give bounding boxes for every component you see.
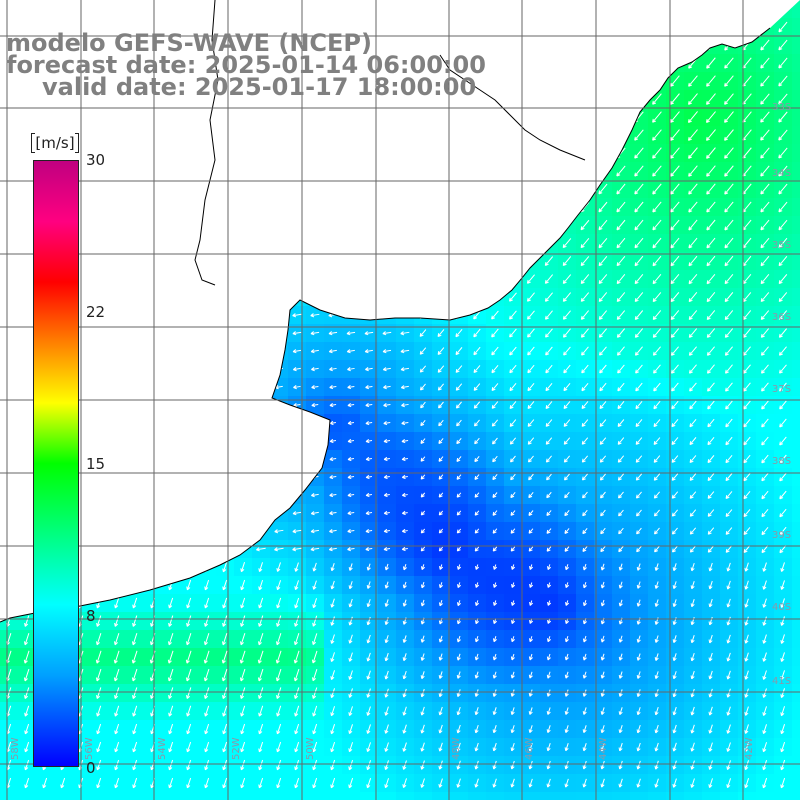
colorbar	[33, 160, 79, 767]
lat-label: 37S	[772, 384, 791, 395]
lon-label: 48W	[451, 737, 462, 760]
lon-label: 42W	[744, 737, 755, 760]
colorbar-tick-22: 22	[86, 303, 106, 321]
land-mass	[0, 0, 800, 622]
longitude-labels: 58W 56W 54W 52W 50W 48W 46W 44W 42W	[10, 737, 755, 760]
title-model: modelo GEFS-WAVE (NCEP)	[6, 29, 372, 57]
lat-label: 41S	[772, 676, 791, 687]
colorbar-tick-30: 30	[86, 151, 106, 169]
lat-label: 35S	[772, 240, 791, 251]
lon-label: 50W	[305, 737, 316, 760]
lon-label: 52W	[231, 737, 242, 760]
title-forecast-date: forecast date: 2025-01-14 06:00:00	[6, 51, 486, 79]
lat-label: 40S	[772, 602, 791, 613]
lat-label: 39S	[772, 530, 791, 541]
lat-label: 34S	[772, 168, 791, 179]
latitude-labels: 33S 34S 35S 36S 37S 38S 39S 40S 41S	[772, 102, 791, 687]
lat-label: 36S	[772, 312, 791, 323]
colorbar-tick-0: 0	[86, 759, 96, 777]
lon-label: 56W	[84, 737, 95, 760]
colorbar-tick-15: 15	[86, 455, 106, 473]
lon-label: 54W	[157, 737, 168, 760]
lat-label: 38S	[772, 456, 791, 467]
lon-label: 44W	[598, 737, 609, 760]
colorbar-unit-label: [m/s]	[31, 133, 79, 153]
lat-label: 33S	[772, 102, 791, 113]
lon-label: 58W	[10, 737, 21, 760]
colorbar-tick-8: 8	[86, 607, 96, 625]
coastline	[0, 27, 771, 623]
lon-label: 46W	[524, 737, 535, 760]
title-valid-date: valid date: 2025-01-17 18:00:00	[42, 73, 477, 101]
